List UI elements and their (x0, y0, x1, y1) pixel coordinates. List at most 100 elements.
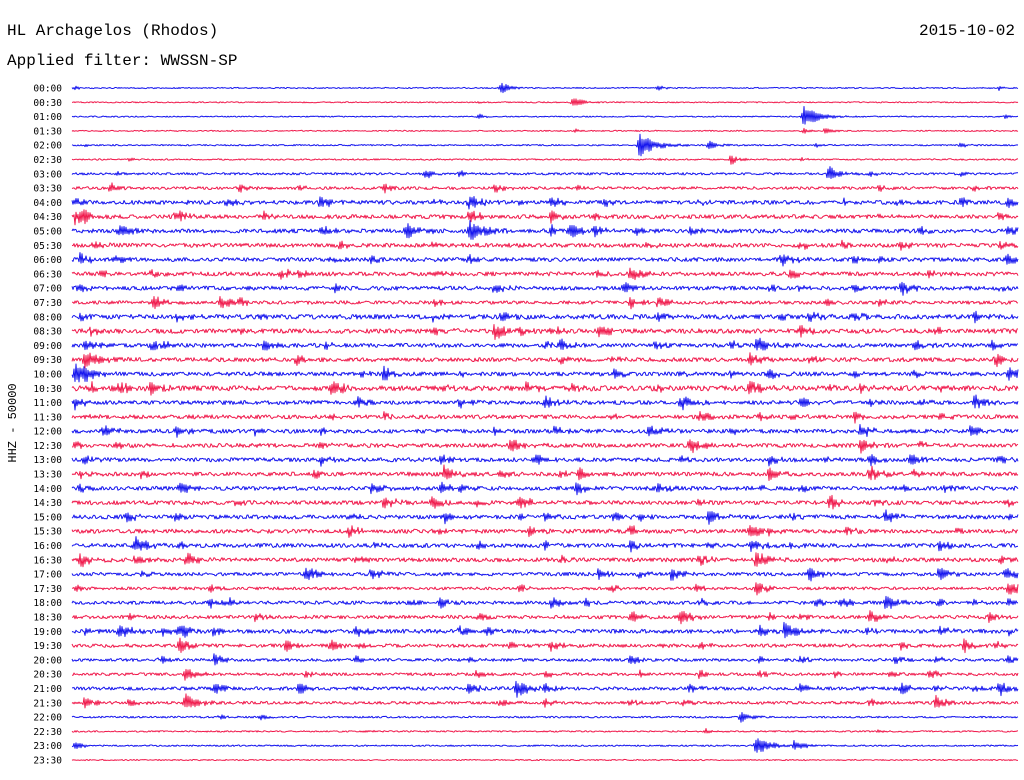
trace-20-00 (71, 653, 1019, 666)
time-label-18-30: 18:30 (33, 613, 62, 624)
time-label-17-00: 17:00 (33, 570, 62, 581)
trace-09-00 (71, 337, 1019, 351)
date-label: 2015-10-02 (919, 22, 1015, 40)
trace-02-30 (71, 155, 1019, 165)
trace-20-30 (72, 668, 1019, 681)
trace-04-30 (71, 209, 1019, 226)
time-label-22-00: 22:00 (33, 713, 62, 724)
trace-21-30 (71, 693, 1019, 709)
time-label-12-30: 12:30 (33, 441, 62, 452)
trace-19-00 (71, 621, 1019, 639)
trace-19-30 (71, 637, 1019, 654)
time-label-10-30: 10:30 (33, 384, 62, 395)
trace-07-00 (71, 281, 1019, 296)
time-label-11-30: 11:30 (33, 412, 62, 423)
filter-label: Applied filter: WWSSN-SP (7, 52, 237, 70)
time-label-13-00: 13:00 (33, 455, 62, 466)
trace-01-00 (71, 106, 1019, 125)
time-label-09-00: 09:00 (33, 341, 62, 352)
trace-04-00 (71, 196, 1019, 210)
time-label-07-30: 07:30 (33, 298, 62, 309)
trace-11-30 (71, 411, 1019, 424)
time-label-16-00: 16:00 (33, 541, 62, 552)
time-label-15-30: 15:30 (33, 527, 62, 538)
trace-23-30 (71, 758, 1018, 762)
trace-09-30 (71, 352, 1019, 369)
time-label-06-00: 06:00 (33, 255, 62, 266)
time-label-19-00: 19:00 (33, 627, 62, 638)
time-label-02-00: 02:00 (33, 141, 62, 152)
trace-08-00 (71, 310, 1019, 324)
trace-15-30 (71, 525, 1019, 538)
trace-21-00 (71, 680, 1019, 698)
trace-14-30 (71, 494, 1019, 510)
time-label-11-00: 11:00 (33, 398, 62, 409)
time-label-20-00: 20:00 (33, 655, 62, 666)
trace-05-00 (71, 220, 1019, 240)
trace-07-30 (72, 296, 1019, 310)
time-label-07-00: 07:00 (33, 284, 62, 295)
trace-12-30 (71, 439, 1019, 454)
trace-06-00 (71, 252, 1019, 267)
time-label-04-30: 04:30 (33, 212, 62, 223)
time-label-10-00: 10:00 (33, 370, 62, 381)
time-label-20-30: 20:30 (33, 670, 62, 681)
time-label-19-30: 19:30 (33, 641, 62, 652)
trace-18-00 (71, 595, 1019, 609)
trace-00-00 (71, 82, 1019, 94)
time-label-02-30: 02:30 (33, 155, 62, 166)
trace-17-00 (71, 567, 1019, 582)
time-label-14-30: 14:30 (33, 498, 62, 509)
time-label-21-30: 21:30 (33, 698, 62, 709)
time-label-00-30: 00:30 (33, 98, 62, 109)
trace-13-00 (71, 454, 1019, 467)
time-label-01-30: 01:30 (33, 126, 62, 137)
trace-13-30 (71, 464, 1019, 481)
trace-11-00 (71, 394, 1019, 411)
time-label-09-30: 09:30 (33, 355, 62, 366)
time-label-23-30: 23:30 (33, 756, 62, 767)
time-tick-labels: 00:00 00:30 01:00 01:30 02:00 02:30 03:00 03:30… (33, 84, 62, 767)
trace-10-30 (71, 380, 1019, 396)
time-label-13-30: 13:30 (33, 470, 62, 481)
trace-03-30 (71, 182, 1019, 194)
time-label-08-00: 08:00 (33, 312, 62, 323)
trace-02-00 (71, 133, 1019, 157)
time-label-04-00: 04:00 (33, 198, 62, 209)
trace-16-00 (71, 536, 1019, 553)
time-label-17-30: 17:30 (33, 584, 62, 595)
trace-06-30 (71, 267, 1019, 281)
time-label-08-30: 08:30 (33, 327, 62, 338)
trace-22-30 (71, 728, 1018, 734)
trace-00-30 (71, 98, 1019, 106)
trace-10-00 (71, 363, 1019, 383)
trace-01-30 (71, 127, 1019, 134)
time-label-12-00: 12:00 (33, 427, 62, 438)
time-label-00-00: 00:00 (33, 84, 62, 95)
trace-08-30 (71, 324, 1019, 340)
time-label-05-00: 05:00 (33, 227, 62, 238)
time-label-03-30: 03:30 (33, 184, 62, 195)
y-axis-label: HHZ - 50000 (6, 383, 20, 462)
trace-14-00 (71, 481, 1019, 496)
trace-03-00 (71, 166, 1019, 179)
trace-18-30 (71, 610, 1019, 625)
time-label-14-00: 14:00 (33, 484, 62, 495)
trace-12-00 (71, 424, 1019, 438)
trace-22-00 (71, 712, 1019, 723)
time-label-22-30: 22:30 (33, 727, 62, 738)
station-title: HL Archagelos (Rhodos) (7, 22, 218, 40)
time-label-06-30: 06:30 (33, 269, 62, 280)
trace-05-30 (71, 239, 1019, 251)
trace-15-00 (71, 509, 1019, 525)
time-label-21-00: 21:00 (33, 684, 62, 695)
seismic-traces (71, 82, 1019, 762)
time-label-23-00: 23:00 (33, 741, 62, 752)
time-label-18-00: 18:00 (33, 598, 62, 609)
time-label-05-30: 05:30 (33, 241, 62, 252)
trace-23-00 (71, 738, 1019, 753)
time-label-15-00: 15:00 (33, 512, 62, 523)
trace-17-30 (71, 582, 1019, 596)
time-label-03-00: 03:00 (33, 169, 62, 180)
